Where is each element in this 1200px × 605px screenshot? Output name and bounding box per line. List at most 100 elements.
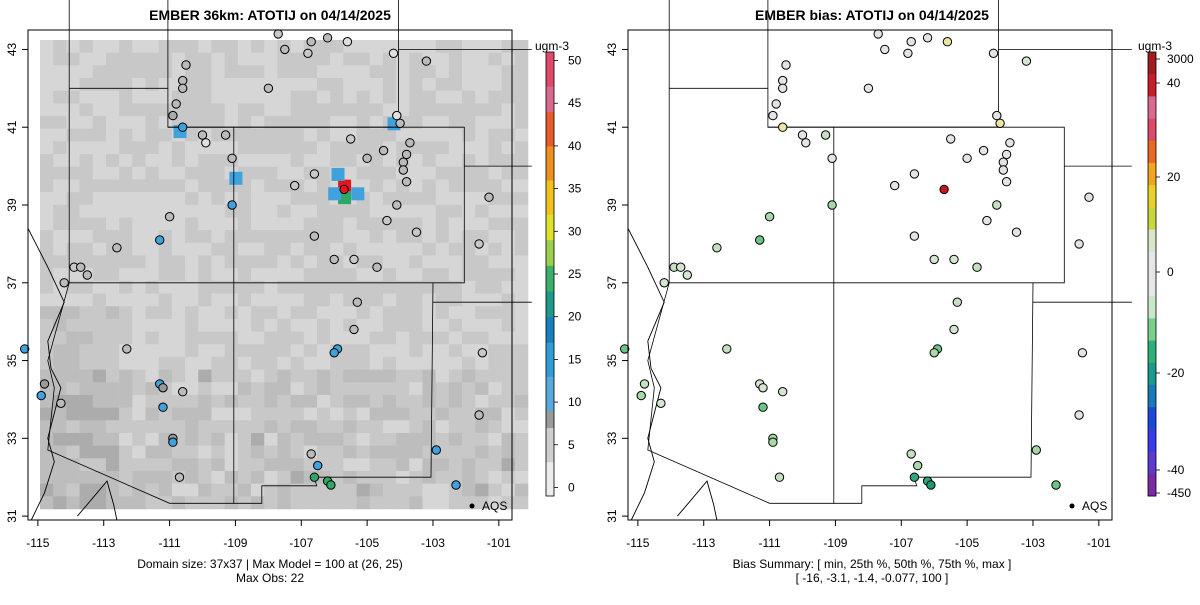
model-grid-cell <box>422 344 436 358</box>
model-grid-cell <box>330 52 344 66</box>
model-grid-cell <box>211 268 225 282</box>
model-grid-cell <box>330 458 344 472</box>
model-grid-cell <box>369 128 384 142</box>
model-grid-cell <box>448 204 463 218</box>
model-grid-cell <box>40 179 54 193</box>
model-grid-cell <box>369 496 384 510</box>
model-grid-cell <box>382 65 397 79</box>
model-grid-cell <box>211 394 225 408</box>
aqs-station-marker <box>263 83 274 94</box>
model-grid-cell <box>422 394 436 408</box>
model-grid-cell <box>356 432 371 446</box>
aqs-station-marker <box>998 165 1008 175</box>
model-grid-cell <box>79 217 94 231</box>
model-grid-cell <box>251 470 265 484</box>
model-grid-cell <box>369 458 384 472</box>
aqs-station-marker <box>158 383 168 393</box>
right-colorbar-unit: ugm-3 <box>1138 39 1172 53</box>
model-grid-cell <box>185 407 199 421</box>
model-grid-cell <box>264 103 278 117</box>
model-grid-cell <box>475 445 489 459</box>
aqs-station-marker <box>178 83 188 94</box>
model-grid-cell <box>66 331 80 345</box>
model-grid-cell <box>145 128 159 142</box>
model-grid-cell <box>409 65 423 79</box>
model-grid-cell <box>40 230 54 244</box>
model-grid-cell <box>277 306 291 320</box>
aqs-station-marker <box>382 215 392 226</box>
model-grid-cell <box>132 242 146 256</box>
model-grid-cell <box>435 40 450 53</box>
model-grid-cell <box>343 166 357 180</box>
right-panel-title: EMBER bias: ATOTIJ on 04/14/2025 <box>755 7 989 23</box>
model-grid-cell <box>224 141 239 155</box>
model-grid-cell <box>119 128 133 142</box>
left-caption-line2: Max Obs: 22 <box>236 571 304 585</box>
model-grid-cell <box>237 268 252 282</box>
model-grid-cell <box>369 432 384 446</box>
model-grid-cell <box>462 382 476 396</box>
model-grid-cell <box>158 40 173 53</box>
model-grid-cell <box>396 255 410 269</box>
model-grid-cell <box>290 356 305 370</box>
model-grid-cell <box>119 268 133 282</box>
model-grid-cell <box>92 255 107 269</box>
model-grid-cell <box>185 128 199 142</box>
model-grid-cell <box>237 318 252 332</box>
model-grid-cell <box>53 52 67 66</box>
model-grid-cell <box>303 268 318 282</box>
aqs-station-marker <box>349 324 359 335</box>
model-grid-cell <box>264 65 278 79</box>
model-grid-cell <box>462 458 476 472</box>
aqs-station-marker <box>39 379 50 389</box>
model-grid-cell <box>369 306 384 320</box>
model-grid-cell <box>224 52 239 66</box>
model-grid-cell <box>277 483 291 497</box>
model-grid-cell <box>316 128 331 142</box>
model-grid-cell <box>369 369 384 383</box>
model-grid-cell <box>462 128 476 142</box>
model-grid-cell <box>119 369 133 383</box>
model-grid-cell <box>277 382 291 396</box>
model-grid-cell <box>158 280 173 294</box>
model-grid-cell <box>303 65 318 79</box>
model-grid-cell <box>422 331 436 345</box>
model-grid-cell <box>343 394 357 408</box>
model-grid-cell-highlight <box>338 191 352 205</box>
model-grid-cell <box>501 407 516 421</box>
model-grid-cell <box>224 217 239 231</box>
model-grid-cell <box>501 90 516 104</box>
model-grid-cell <box>435 280 450 294</box>
model-grid-cell <box>409 356 423 370</box>
model-grid-cell <box>198 52 212 66</box>
model-grid-cell <box>119 52 133 66</box>
model-grid-cell <box>145 432 159 446</box>
model-grid-cell <box>92 369 107 383</box>
model-grid-cell <box>92 103 107 117</box>
model-grid-cell <box>158 128 173 142</box>
model-grid-cell <box>277 242 291 256</box>
model-grid-cell <box>198 293 212 307</box>
model-grid-cell <box>171 369 186 383</box>
model-grid-cell <box>40 154 54 168</box>
model-grid-cell <box>211 78 225 92</box>
model-grid-cell <box>119 65 133 79</box>
model-grid-cell <box>277 356 291 370</box>
model-grid-cell <box>277 103 291 117</box>
model-grid-cell <box>66 154 80 168</box>
model-grid-cell <box>132 103 146 117</box>
model-grid-cell <box>66 116 80 130</box>
model-grid-cell <box>66 166 80 180</box>
model-grid-cell <box>369 192 384 206</box>
model-grid-cell <box>198 65 212 79</box>
model-grid-cell <box>145 496 159 510</box>
aqs-station-marker <box>181 60 191 70</box>
model-grid-cell <box>422 65 436 79</box>
model-grid-cell <box>119 306 133 320</box>
legend-aqs-dot <box>469 503 475 509</box>
state-boundary <box>233 282 434 504</box>
model-grid-cell <box>119 407 133 421</box>
model-grid-cell <box>316 344 331 358</box>
model-grid-cell <box>171 179 186 193</box>
model-grid-cell <box>409 217 423 231</box>
